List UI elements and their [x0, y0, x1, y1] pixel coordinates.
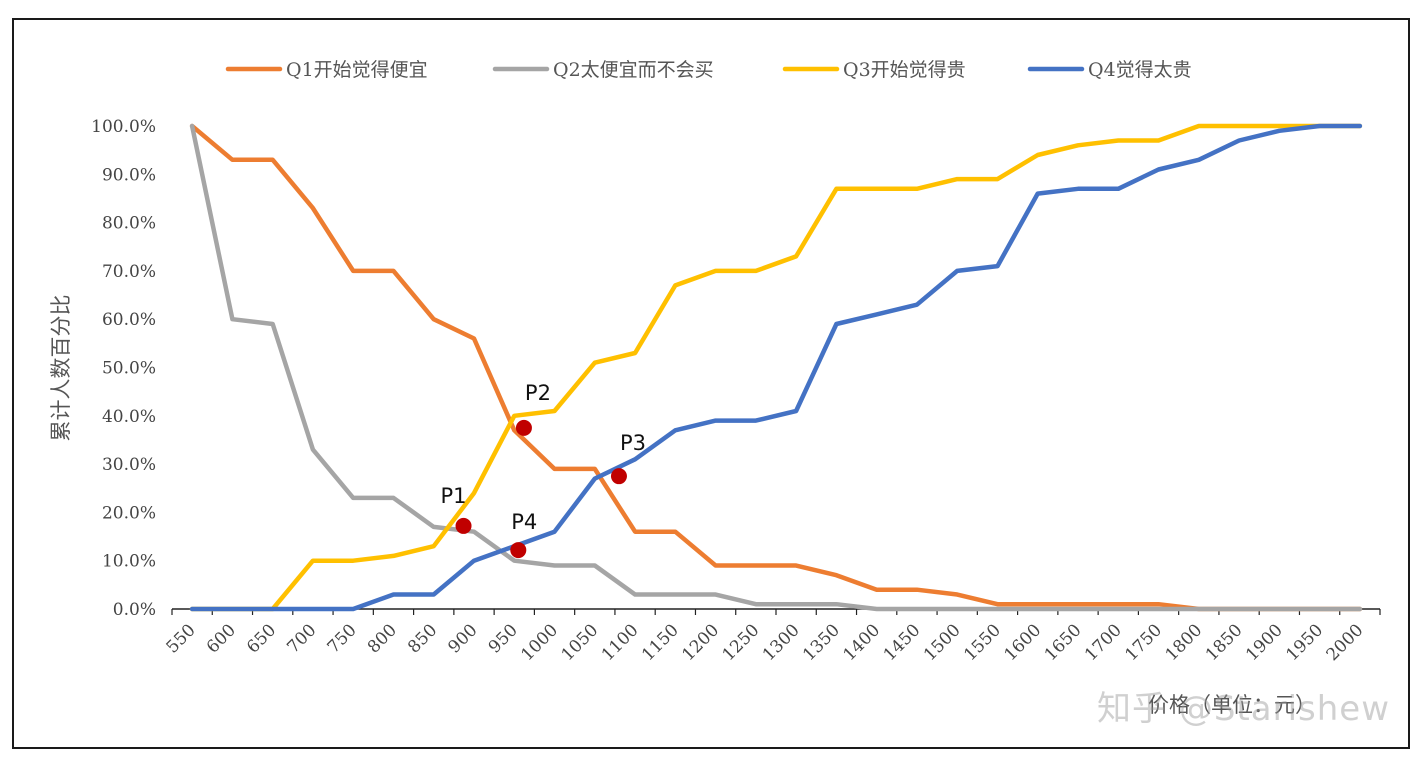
x-tick-label: 1700 — [1081, 620, 1126, 665]
x-tick-label: 1050 — [558, 620, 603, 665]
x-tick-label: 1650 — [1041, 620, 1086, 665]
annotation-point-p1 — [455, 517, 472, 534]
legend-label-4: Q4觉得太贵 — [1088, 59, 1192, 81]
x-tick-label: 1000 — [517, 620, 562, 665]
x-tick-label: 1550 — [960, 620, 1005, 665]
annotation-markers: P1 P2 P3 P4 — [441, 381, 646, 559]
legend-label-1: Q1开始觉得便宜 — [286, 59, 428, 81]
chart-frame — [12, 18, 1410, 749]
x-tick-label: 1750 — [1121, 620, 1166, 665]
x-tick-label: 1450 — [880, 620, 925, 665]
x-tick-label: 1500 — [920, 620, 965, 665]
annotation-label-p3: P3 — [620, 431, 646, 455]
y-axis-title: 累计人数百分比 — [49, 295, 73, 442]
y-tick-label: 70.0% — [102, 262, 156, 282]
x-tick-label: 650 — [243, 620, 280, 657]
y-tick-label: 0.0% — [113, 600, 156, 620]
annotation-label-p1: P1 — [441, 484, 467, 508]
x-tick-label: 1950 — [1282, 620, 1327, 665]
series-line-2 — [189, 123, 1363, 612]
y-tick-label: 90.0% — [102, 165, 156, 185]
x-tick-label: 800 — [364, 620, 401, 657]
series-lines — [189, 123, 1363, 612]
x-tick-label: 1900 — [1242, 620, 1287, 665]
legend: Q1开始觉得便宜 Q2太便宜而不会买 Q3开始觉得贵 Q4觉得太贵 — [225, 59, 1192, 81]
x-tick-label: 850 — [404, 620, 441, 657]
x-tick-label: 1600 — [1001, 620, 1046, 665]
y-axis-tick-labels: 0.0% 10.0% 20.0% 30.0% 40.0% 50.0% 60.0% 70.0% 8… — [91, 117, 156, 620]
watermark-text: 知乎 @Starishew — [1097, 689, 1390, 729]
legend-label-3: Q3开始觉得贵 — [843, 59, 966, 81]
x-tick-label: 1150 — [638, 620, 683, 665]
annotation-point-p2 — [515, 419, 532, 436]
x-tick-label: 600 — [203, 620, 240, 657]
x-tick-label: 1400 — [839, 620, 884, 665]
y-tick-label: 50.0% — [102, 359, 156, 379]
x-tick-label: 700 — [283, 620, 320, 657]
annotation-point-p3 — [610, 468, 627, 485]
y-tick-label: 10.0% — [102, 552, 156, 572]
x-tick-label: 2000 — [1323, 620, 1368, 665]
annotation-label-p4: P4 — [511, 510, 537, 534]
x-axis-tick-labels: 550 600 650 700 750 800 850 900 9501000105011001… — [163, 620, 1368, 665]
series-line-4 — [189, 123, 1363, 612]
x-tick-label: 1300 — [759, 620, 804, 665]
annotation-point-p4 — [510, 542, 527, 559]
x-axis-title: 价格（单位：元） — [1148, 693, 1316, 717]
x-tick-label: 1850 — [1202, 620, 1247, 665]
x-tick-label: 750 — [324, 620, 361, 657]
x-tick-label: 900 — [444, 620, 481, 657]
x-tick-label: 1100 — [598, 620, 643, 665]
y-tick-label: 60.0% — [102, 310, 156, 330]
x-tick-label: 1200 — [678, 620, 723, 665]
x-tick-label: 1800 — [1162, 620, 1207, 665]
y-tick-label: 20.0% — [102, 503, 156, 523]
series-line-1 — [189, 123, 1363, 612]
x-tick-label: 550 — [163, 620, 200, 657]
annotation-label-p2: P2 — [525, 381, 551, 405]
x-tick-label: 950 — [485, 620, 522, 657]
y-tick-label: 40.0% — [102, 407, 156, 427]
x-tick-label: 1250 — [719, 620, 764, 665]
y-tick-label: 30.0% — [102, 455, 156, 475]
y-tick-label: 100.0% — [91, 117, 156, 137]
legend-label-2: Q2太便宜而不会买 — [553, 59, 714, 81]
y-tick-label: 80.0% — [102, 214, 156, 234]
x-tick-label: 1350 — [799, 620, 844, 665]
series-line-3 — [189, 123, 1363, 612]
